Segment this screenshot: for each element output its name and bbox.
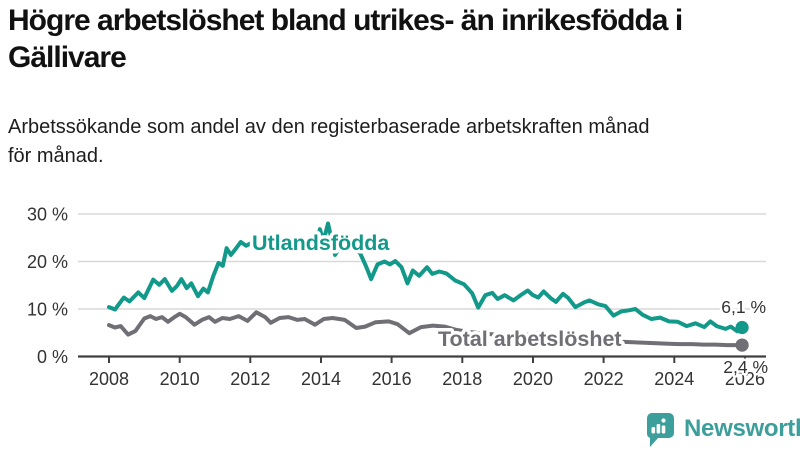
x-tick-label-2016: 2016 [372,369,412,389]
logo-bubble-shape [646,413,674,447]
series-end-dot-total-arbetsloshet [735,338,749,352]
x-tick-label-2014: 2014 [301,369,341,389]
series-label-total-arbetsloshet: Total arbetslöshet [438,327,622,351]
logo-bar-2 [656,424,661,434]
logo-bar-3 [661,425,666,434]
y-tick-label-10: 10 % [27,300,68,320]
series-label-utlandsfodda: Utlandsfödda [252,231,390,255]
unemployment-line-chart: 0 % 10 % 20 % 30 % 2008 2010 2012 2014 2016 2018 2… [26,204,768,389]
x-tick-label-2022: 2022 [584,369,624,389]
page-title: Högre arbetslöshet bland utrikes- än inr… [8,4,683,74]
series-line-utlandsfodda [107,221,745,334]
x-tick-label-2026: 2026 [725,369,765,389]
page-subtitle: Arbetssökande som andel av den registerb… [8,116,650,167]
newsworthy-logo-icon [646,413,674,447]
x-tick-label-2020: 2020 [513,369,553,389]
series-line-total-arbetsloshet [107,310,745,348]
end-value-label-utlandsfodda: 6,1 % [721,297,766,317]
x-tick-label-2010: 2010 [160,369,200,389]
logo-bar-1 [651,427,656,434]
footer-brand: Newsworthy [645,412,800,448]
x-tick-label-2012: 2012 [230,369,270,389]
y-tick-label-0: 0 % [37,347,68,367]
x-tick-label-2008: 2008 [89,369,129,389]
y-tick-label-30: 30 % [27,205,68,225]
series-end-dot-utlandsfodda [735,320,749,335]
end-value-label-total-arbetsloshet: 2,4 % [723,357,768,377]
x-tick-label-2018: 2018 [442,369,482,389]
logo-exclamation-dot [661,418,666,423]
y-tick-label-20: 20 % [27,252,68,272]
brand-name: Newsworthy [684,415,800,442]
x-tick-label-2024: 2024 [654,369,694,389]
